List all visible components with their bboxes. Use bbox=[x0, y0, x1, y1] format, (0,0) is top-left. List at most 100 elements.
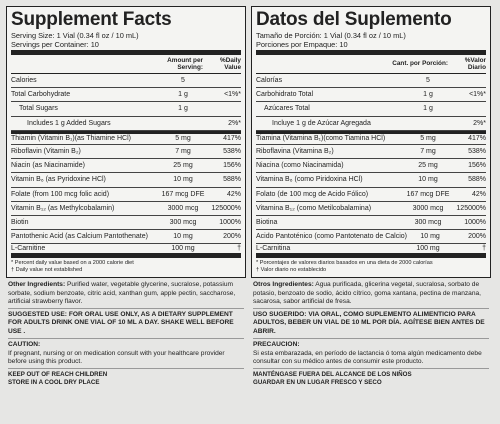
nutrient-name: Vitamina B₆ (como Piridoxina HCl) bbox=[256, 176, 363, 184]
nutrient-name: Riboflavina (Vitamina B₂) bbox=[256, 148, 334, 156]
other-label: Other Ingredients: bbox=[8, 281, 66, 289]
amount: 1 g bbox=[178, 105, 188, 113]
amount: 300 mcg bbox=[414, 218, 442, 226]
nutrient-row: Folate (from 100 mcg folic acid) 167 mcg … bbox=[11, 188, 241, 202]
other-ingredients: Other Ingredients: Purified water, veget… bbox=[8, 281, 244, 310]
daily-value: <1%* bbox=[469, 91, 486, 99]
footnote: * Percent daily value based on a 2000 ca… bbox=[11, 260, 134, 267]
caution: CAUTION: If pregnant, nursing or on medic… bbox=[8, 341, 244, 370]
daily-value: 156% bbox=[223, 162, 241, 170]
nutrient-name: Niacin (as Niacinamide) bbox=[11, 162, 85, 170]
nutrient-name: Vitamin B₆ (as Pyridoxine HCl) bbox=[11, 176, 106, 184]
nutrient-row: Pantothenic Acid (as Calcium Pantothenat… bbox=[11, 230, 241, 245]
nutrient-name: Riboflavin (Vitamin B₂) bbox=[11, 148, 81, 156]
daily-value: 2%* bbox=[473, 119, 486, 127]
storage-line: GUARDAR EN UN LUGAR FRESCO Y SECO bbox=[253, 378, 382, 386]
nutrient-row: Thiamin (Vitamin B₁)(as Thiamine HCl) 5 m… bbox=[11, 130, 241, 145]
amount: 1 g bbox=[423, 91, 433, 99]
serving-size: Tamaño de Porción: 1 Vial (0.34 fl oz / … bbox=[256, 31, 406, 40]
storage-line: MANTÉNGASE FUERA DEL ALCANCE DE LOS NIÑO… bbox=[253, 371, 412, 379]
nutrient-row: Total Sugars 1 g bbox=[11, 102, 241, 117]
nutrient-row: Vitamin B₆ (as Pyridoxine HCl) 10 mg 588% bbox=[11, 173, 241, 188]
nutrient-name: Niacina (como Niacinamida) bbox=[256, 162, 344, 170]
amount: 3000 mcg bbox=[167, 204, 199, 212]
daily-value: 588% bbox=[223, 176, 241, 184]
storage-line: STORE IN A COOL DRY PLACE bbox=[8, 378, 100, 386]
nutrient-name: Vitamina B₁₂ (como Metilcobalamina) bbox=[256, 204, 372, 212]
daily-value: 588% bbox=[468, 176, 486, 184]
nutrient-name: Calorías bbox=[256, 77, 283, 85]
nutrient-row: Niacin (as Niacinamide) 25 mg 156% bbox=[11, 159, 241, 174]
nutrient-row: Includes 1 g Added Sugars 2%* bbox=[11, 117, 241, 131]
storage-line: KEEP OUT OF REACH CHILDREN bbox=[8, 371, 108, 379]
other-text: Purified water, vegetable glycerine, suc… bbox=[8, 281, 236, 305]
daily-value: 1000% bbox=[219, 218, 241, 226]
other-text: Agua purificada, glicerina vegetal, sucr… bbox=[253, 281, 481, 305]
amount: 100 mg bbox=[171, 245, 195, 253]
nutrient-row: Tiamina (Vitamina B₁)(como Tiamina HCl) 5… bbox=[256, 130, 486, 145]
footnote: † Valor diario no establecido bbox=[256, 267, 327, 274]
daily-value: 156% bbox=[468, 162, 486, 170]
nutrient-row: L-Carnitina 100 mg † bbox=[256, 244, 486, 259]
column-header: Cant. por Porción: %Valor Diario bbox=[256, 50, 486, 74]
nutrient-row: Vitamina B₁₂ (como Metilcobalamina) 3000 … bbox=[256, 202, 486, 216]
nutrient-name: Total Sugars bbox=[19, 105, 58, 113]
servings: Servings per Container: 10 bbox=[11, 40, 99, 49]
daily-value: 200% bbox=[223, 233, 241, 241]
nutrient-row: Vitamin B₁₂ (as Methylcobalamin) 3000 mcg… bbox=[11, 202, 241, 216]
facts-box: Datos del Suplemento Tamaño de Porción: 1… bbox=[251, 6, 491, 279]
daily-value: 200% bbox=[468, 233, 486, 241]
amount: 25 mg bbox=[173, 162, 193, 170]
nutrient-row: Folato (de 100 mcg de Acido Fólico) 167 m… bbox=[256, 188, 486, 202]
label-panel: Datos del Suplemento Tamaño de Porción: 1… bbox=[251, 6, 491, 386]
amount: 25 mg bbox=[418, 162, 438, 170]
daily-value: 538% bbox=[468, 148, 486, 156]
amount-header: Cant. por Porción: bbox=[392, 60, 448, 68]
nutrient-name: Tiamina (Vitamina B₁)(como Tiamina HCl) bbox=[256, 135, 386, 143]
dv-header: %Daily Value bbox=[220, 56, 241, 72]
nutrient-name: Biotin bbox=[11, 218, 29, 226]
amount: 5 mg bbox=[420, 135, 436, 143]
other-ingredients: Otros Ingredientes: Agua purificada, gli… bbox=[253, 281, 489, 310]
nutrient-row: Riboflavin (Vitamin B₂) 7 mg 538% bbox=[11, 145, 241, 160]
amount: 5 bbox=[181, 77, 185, 85]
column-header: Amount per Serving: %Daily Value bbox=[11, 50, 241, 74]
nutrient-row: Calories 5 bbox=[11, 74, 241, 89]
daily-value: 42% bbox=[471, 190, 486, 198]
nutrient-row: Riboflavina (Vitamina B₂) 7 mg 538% bbox=[256, 145, 486, 160]
facts-title: Supplement Facts bbox=[11, 9, 172, 30]
amount: 1 g bbox=[423, 105, 433, 113]
nutrient-name: L-Carnitine bbox=[11, 245, 46, 253]
label-text: Other Ingredients: Purified water, veget… bbox=[6, 278, 246, 386]
amount: 3000 mcg bbox=[412, 204, 444, 212]
label-text: Otros Ingredientes: Agua purificada, gli… bbox=[251, 278, 491, 386]
suggested-use: SUGGESTED USE: FOR ORAL USE ONLY, AS A D… bbox=[8, 311, 244, 340]
amount: 10 mg bbox=[418, 176, 438, 184]
nutrient-name: Pantothenic Acid (as Calcium Pantothenat… bbox=[11, 233, 148, 241]
label-panel: Supplement Facts Serving Size: 1 Vial (0.… bbox=[6, 6, 246, 386]
caution-label: CAUTION: bbox=[8, 341, 41, 349]
facts-title: Datos del Suplemento bbox=[256, 9, 452, 30]
caution: PRECAUCION: Si esta embarazada, en períod… bbox=[253, 341, 489, 370]
amount: 167 mcg DFE bbox=[161, 190, 205, 198]
other-label: Otros Ingredientes: bbox=[253, 281, 314, 289]
amount-header: Amount per Serving: bbox=[167, 56, 203, 72]
amount: 5 bbox=[426, 77, 430, 85]
nutrient-name: Thiamin (Vitamin B₁)(as Thiamine HCl) bbox=[11, 135, 131, 143]
dv-header: %Valor Diario bbox=[464, 56, 486, 72]
nutrient-row: Acido Pantoténico (como Pantotenato de C… bbox=[256, 230, 486, 245]
footnote: † Daily value not established bbox=[11, 267, 83, 274]
nutrient-row: Niacina (como Niacinamida) 25 mg 156% bbox=[256, 159, 486, 174]
daily-value: <1%* bbox=[224, 91, 241, 99]
amount: 5 mg bbox=[175, 135, 191, 143]
daily-value: † bbox=[237, 245, 241, 253]
nutrient-row: Total Carbohydrate 1 g <1%* bbox=[11, 88, 241, 103]
daily-value: 417% bbox=[468, 135, 486, 143]
footnote: * Porcentajes de valores diarios basados… bbox=[256, 260, 433, 267]
nutrient-name: Folato (de 100 mcg de Acido Fólico) bbox=[256, 190, 369, 198]
amount: 1 g bbox=[178, 91, 188, 99]
nutrient-name: Carbohidrato Total bbox=[256, 91, 314, 99]
nutrient-name: Incluye 1 g de Azúcar Agregada bbox=[272, 119, 371, 127]
amount: 7 mg bbox=[175, 148, 191, 156]
